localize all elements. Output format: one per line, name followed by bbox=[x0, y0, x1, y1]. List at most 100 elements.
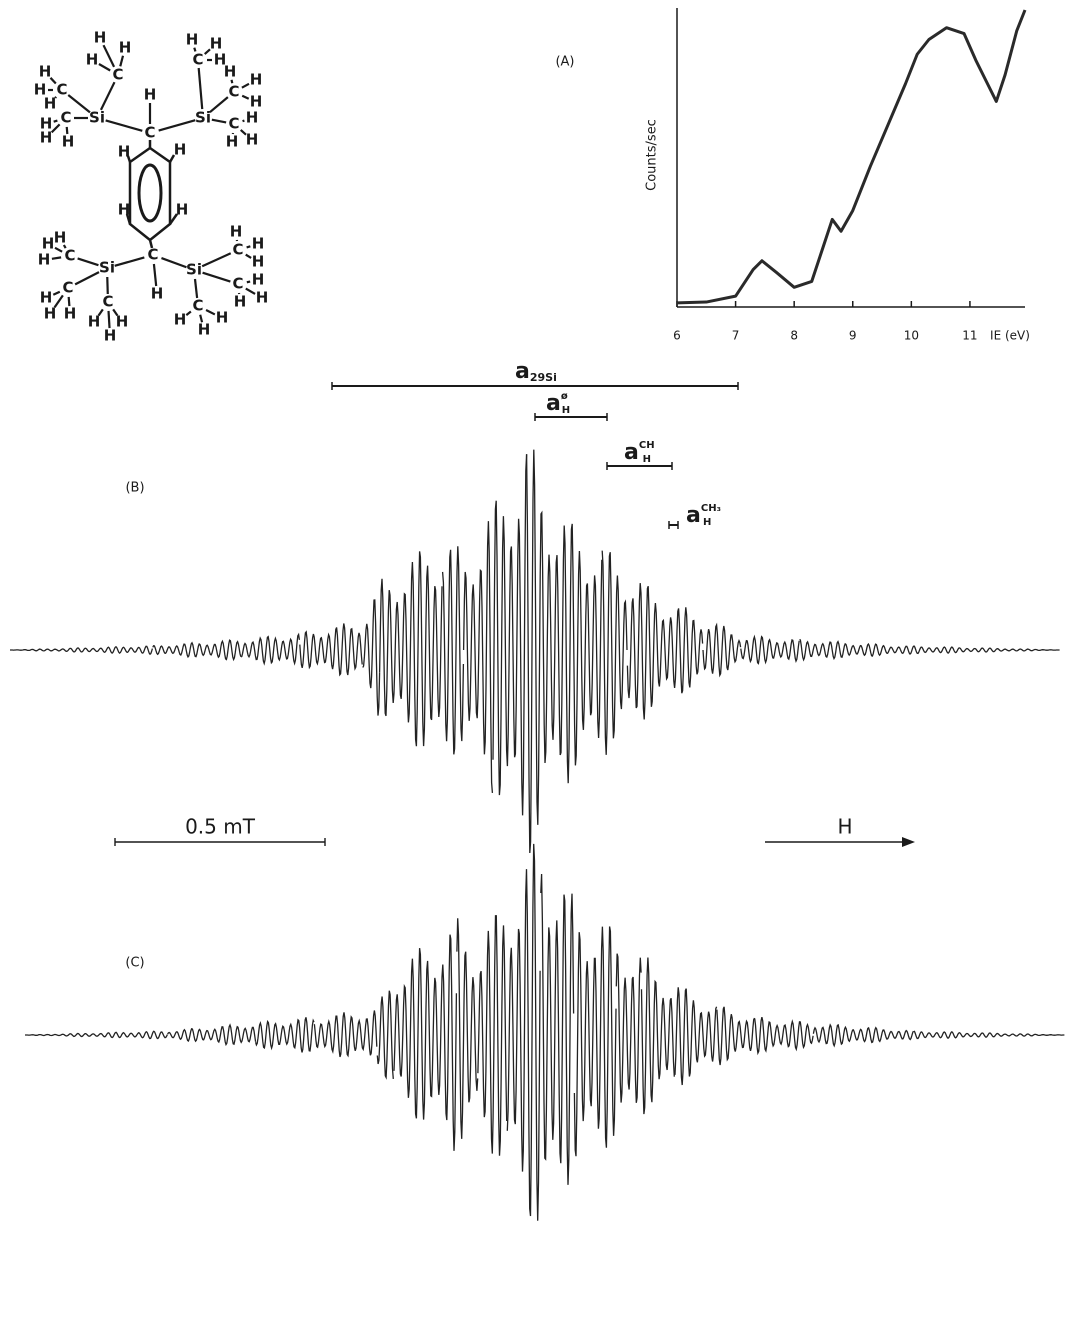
esr-trace bbox=[464, 521, 493, 793]
bond bbox=[54, 121, 58, 122]
esr-trace bbox=[377, 991, 393, 1079]
bond bbox=[115, 257, 145, 265]
atom-label: H bbox=[252, 253, 265, 271]
bond bbox=[53, 292, 60, 295]
bond bbox=[107, 277, 108, 294]
atom-label: Si bbox=[99, 259, 115, 277]
atom-label: C bbox=[192, 297, 203, 315]
atom-label: H bbox=[252, 271, 265, 289]
esr-trace bbox=[300, 624, 362, 676]
atom-label: H bbox=[54, 229, 67, 247]
annotation-label: a29Si bbox=[515, 359, 557, 384]
atom-label: H bbox=[44, 95, 57, 113]
bond bbox=[242, 96, 249, 99]
esr-trace bbox=[755, 1017, 813, 1053]
atom-label: C bbox=[228, 83, 239, 101]
atom-label: H bbox=[151, 285, 164, 303]
annotation-base: a bbox=[515, 359, 530, 384]
field-arrow-head bbox=[902, 837, 915, 847]
bond bbox=[101, 82, 115, 110]
esr-trace bbox=[541, 874, 574, 1185]
bond bbox=[199, 68, 203, 109]
x-tick-label: 8 bbox=[790, 329, 798, 343]
bond bbox=[52, 124, 60, 132]
bond bbox=[50, 78, 55, 84]
atom-label: H bbox=[119, 39, 132, 57]
atom-label: H bbox=[174, 311, 187, 329]
esr-trace bbox=[314, 1011, 376, 1057]
esr-trace bbox=[717, 1007, 755, 1065]
atom-label: H bbox=[94, 29, 107, 47]
esr-trace bbox=[703, 625, 741, 675]
bond bbox=[246, 255, 251, 258]
annotation-base: a bbox=[686, 503, 701, 528]
pe-spectrum bbox=[677, 10, 1025, 303]
esr-trace bbox=[443, 546, 464, 754]
bond bbox=[154, 264, 156, 286]
annotation-sup: CH₃ bbox=[701, 503, 721, 514]
atom-label: H bbox=[144, 86, 157, 104]
atom-label: C bbox=[144, 124, 155, 142]
annotation-label: aCH₃H bbox=[686, 503, 721, 528]
x-tick-label: 10 bbox=[904, 329, 919, 343]
esr-trace bbox=[602, 551, 627, 755]
atom-label: C bbox=[228, 115, 239, 133]
annotation-label: aøH bbox=[546, 391, 570, 416]
esr-trace bbox=[900, 646, 1059, 654]
atom-label: H bbox=[118, 201, 131, 219]
bond bbox=[99, 64, 110, 71]
atom-label: Si bbox=[186, 261, 202, 279]
atom-label: H bbox=[104, 327, 117, 345]
atom-label: H bbox=[88, 313, 101, 331]
panel-label: (B) bbox=[125, 481, 144, 496]
atom-label: H bbox=[230, 223, 243, 241]
bond bbox=[202, 253, 231, 266]
atom-label: H bbox=[39, 63, 52, 81]
atom-label: H bbox=[116, 313, 129, 331]
annotation-sub: 29Si bbox=[530, 371, 557, 384]
x-tick-label: 6 bbox=[673, 329, 681, 343]
esr-trace bbox=[10, 646, 152, 654]
esr-trace bbox=[394, 935, 456, 1151]
atom-label: H bbox=[226, 133, 239, 151]
atom-label: C bbox=[56, 81, 67, 99]
panel-label: (A) bbox=[555, 55, 574, 70]
panel-label: (C) bbox=[125, 956, 144, 971]
atom-label: C bbox=[60, 109, 71, 127]
esr-trace bbox=[241, 635, 299, 664]
atom-label: C bbox=[232, 241, 243, 259]
atom-label: H bbox=[216, 309, 229, 327]
esr-trace bbox=[616, 954, 641, 1103]
bond bbox=[247, 282, 250, 283]
esr-trace bbox=[914, 1031, 1064, 1039]
esr-trace bbox=[675, 987, 717, 1085]
esr-trace bbox=[493, 454, 527, 815]
bond bbox=[75, 272, 99, 284]
annotation-base: a bbox=[624, 440, 639, 465]
esr-trace bbox=[380, 551, 442, 746]
bond bbox=[106, 120, 143, 130]
annotation-sup: CH bbox=[639, 440, 655, 451]
esr-trace bbox=[478, 916, 507, 1156]
atom-label: Si bbox=[195, 109, 211, 127]
esr-trace bbox=[256, 1017, 314, 1052]
bond bbox=[186, 312, 191, 316]
atom-label: H bbox=[252, 235, 265, 253]
bond bbox=[243, 121, 245, 122]
esr-trace bbox=[642, 958, 675, 1115]
atom-label: C bbox=[192, 51, 203, 69]
bond bbox=[242, 84, 249, 88]
atom-label: H bbox=[246, 131, 259, 149]
bond bbox=[210, 97, 228, 112]
atom-label: C bbox=[102, 293, 113, 311]
x-tick-label: 9 bbox=[849, 329, 857, 343]
atom-label: C bbox=[232, 275, 243, 293]
esr-trace bbox=[153, 640, 241, 659]
esr-trace bbox=[813, 1025, 913, 1046]
atom-label: H bbox=[176, 201, 189, 219]
atom-label: H bbox=[64, 305, 77, 323]
esr-trace bbox=[527, 450, 561, 853]
atom-label: H bbox=[234, 293, 247, 311]
bond bbox=[55, 248, 62, 252]
